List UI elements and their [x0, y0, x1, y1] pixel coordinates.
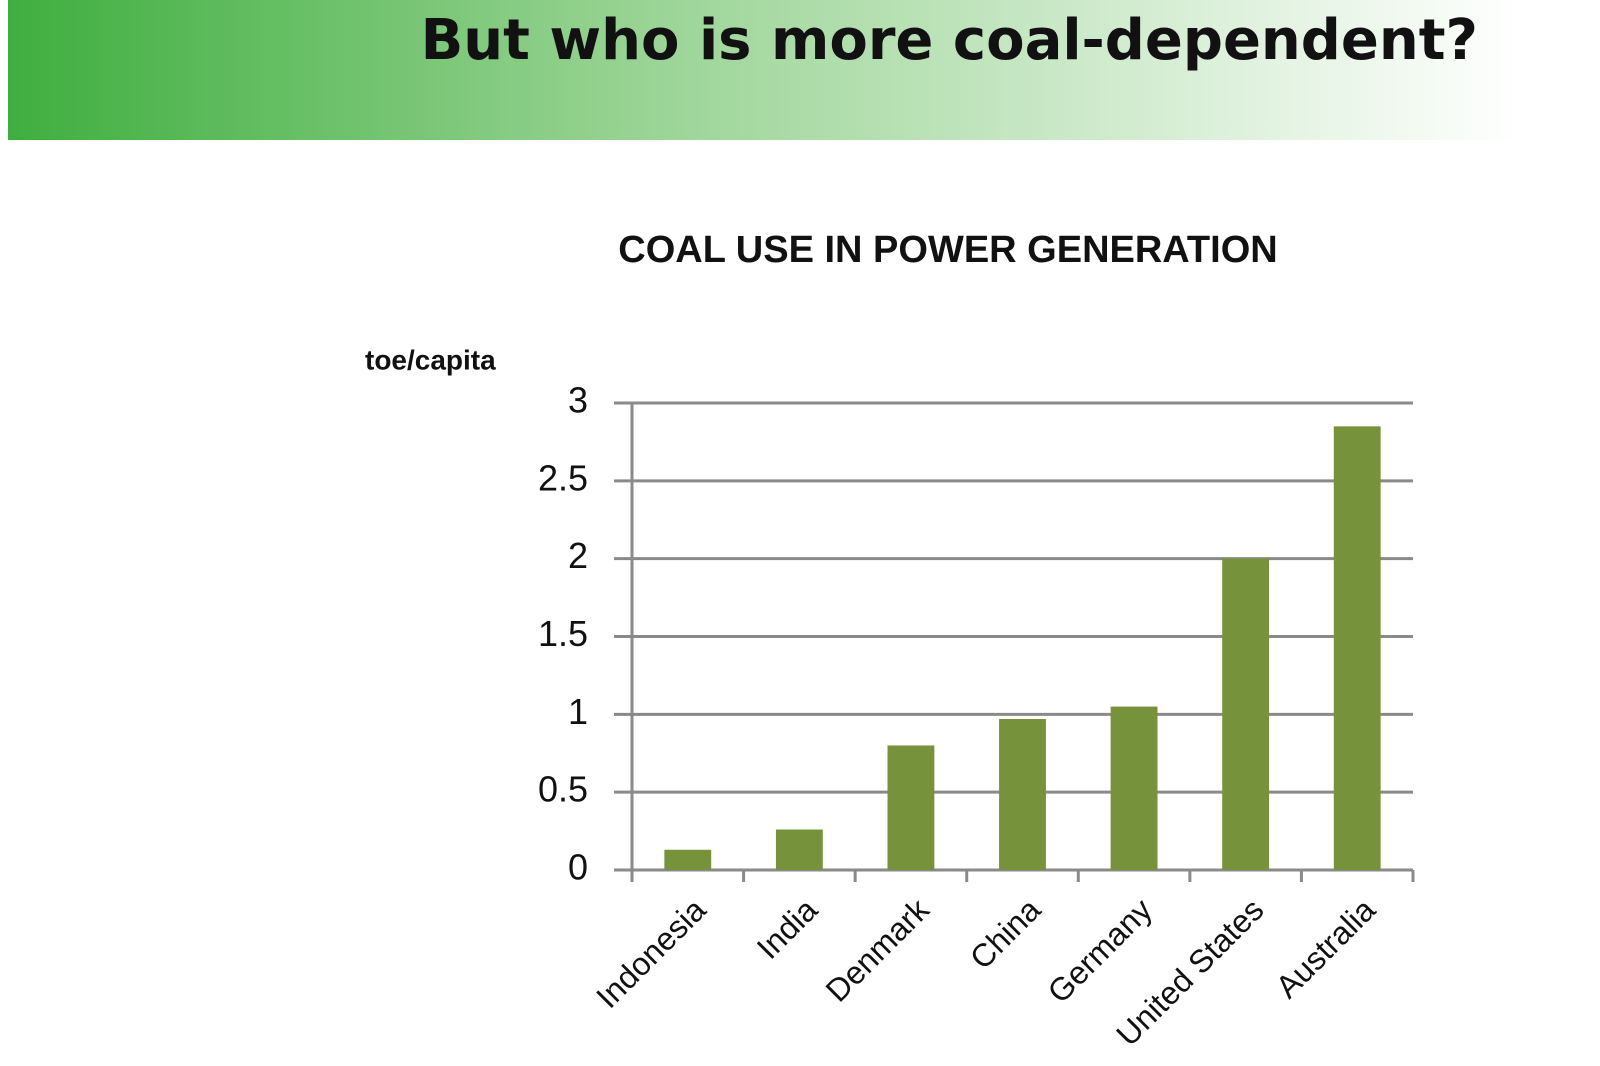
y-tick-label: 2 — [568, 535, 588, 576]
bar — [999, 719, 1046, 870]
y-tick-label: 1 — [568, 691, 588, 732]
x-tick-label: Germany — [1040, 891, 1159, 1010]
y-tick-label: 0.5 — [538, 769, 588, 810]
x-tick-label: Indonesia — [589, 891, 713, 1015]
y-tick-label: 3 — [568, 380, 588, 421]
y-tick-label: 1.5 — [538, 613, 588, 654]
x-tick-label: India — [750, 891, 825, 966]
y-axis-label: toe/capita — [365, 344, 496, 375]
slide-title: But who is more coal-dependent? — [421, 8, 1478, 73]
y-tick-label: 0 — [568, 847, 588, 888]
bar — [1333, 426, 1381, 870]
bar — [887, 745, 935, 870]
x-tick-label: Australia — [1269, 891, 1383, 1005]
bar — [1222, 558, 1270, 870]
bar — [1110, 706, 1158, 870]
header-band — [8, 0, 1520, 140]
x-tick-label: Denmark — [819, 891, 937, 1009]
bar — [775, 829, 823, 870]
y-tick-label: 2.5 — [538, 457, 588, 498]
x-tick-label: China — [963, 891, 1048, 976]
bar — [664, 849, 712, 870]
chart-title: COAL USE IN POWER GENERATION — [618, 229, 1277, 271]
